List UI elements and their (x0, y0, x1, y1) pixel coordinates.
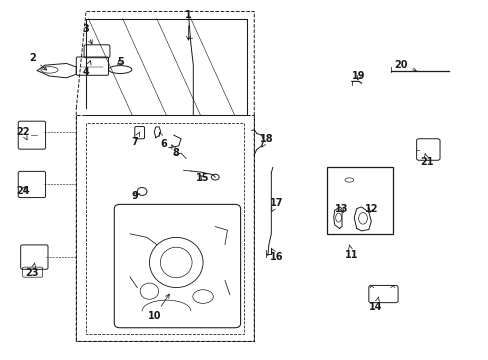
Text: 3: 3 (82, 24, 92, 44)
Text: 13: 13 (335, 204, 348, 214)
Text: 5: 5 (117, 57, 123, 67)
Text: 14: 14 (368, 297, 382, 312)
Text: 24: 24 (16, 186, 29, 196)
Text: 8: 8 (171, 145, 179, 158)
Text: 4: 4 (82, 61, 91, 77)
Text: 16: 16 (269, 249, 283, 262)
Text: 17: 17 (269, 198, 283, 212)
Text: 7: 7 (131, 132, 139, 147)
Bar (327, 167, 392, 234)
Text: 23: 23 (25, 263, 39, 278)
Text: 11: 11 (345, 245, 358, 260)
Text: 18: 18 (259, 134, 273, 147)
Text: 19: 19 (352, 71, 365, 81)
Text: 6: 6 (159, 132, 167, 149)
Text: 10: 10 (147, 294, 169, 321)
Text: 2: 2 (29, 53, 46, 70)
Text: 1: 1 (184, 10, 191, 40)
Text: 15: 15 (196, 173, 209, 183)
Text: 9: 9 (131, 191, 138, 201)
Text: 22: 22 (16, 127, 29, 140)
Text: 20: 20 (393, 60, 416, 72)
Text: 12: 12 (364, 204, 377, 214)
Text: 21: 21 (420, 154, 433, 167)
